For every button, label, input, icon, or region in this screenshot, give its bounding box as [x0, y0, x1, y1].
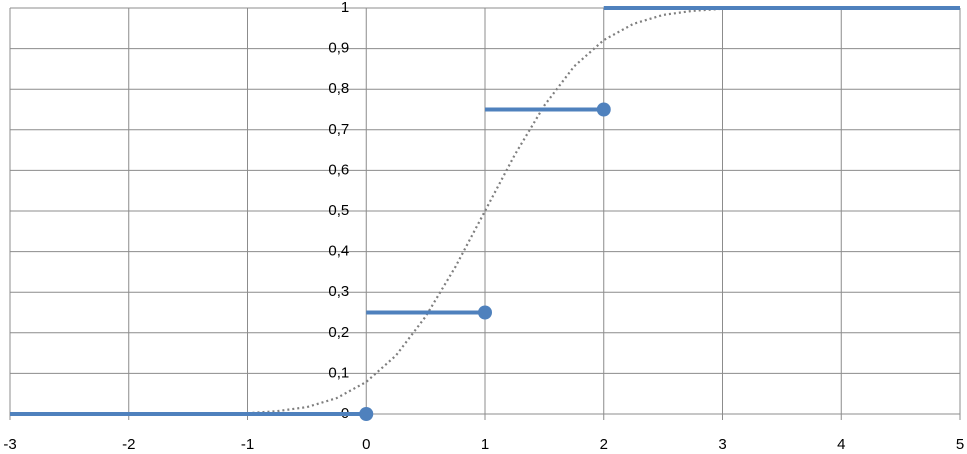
y-tick-label: 0,7: [328, 121, 349, 138]
point: [359, 407, 374, 421]
y-tick-label: 0,1: [328, 364, 349, 381]
y-tick-label: 0,4: [328, 243, 349, 260]
x-tick-label: 4: [837, 436, 845, 453]
x-tick-label: -2: [122, 436, 135, 453]
y-tick-label: 0,3: [328, 283, 349, 300]
x-tick-label: 0: [362, 436, 370, 453]
y-tick-label: 1: [341, 0, 349, 16]
x-tick-label: 1: [481, 436, 489, 453]
y-tick-label: 0,6: [328, 161, 349, 178]
y-tick-label: 0,5: [328, 202, 349, 219]
point: [596, 102, 611, 117]
point: [478, 305, 492, 320]
y-tick-label: 0,8: [328, 80, 349, 97]
y-tick-label: 0,9: [328, 40, 349, 57]
x-tick-label: 2: [600, 436, 608, 453]
x-tick-label: -1: [241, 436, 254, 453]
x-tick-label: 3: [718, 436, 726, 453]
curve: [247, 7, 723, 415]
x-tick-label: -3: [3, 436, 16, 453]
x-tick-label: 5: [956, 436, 964, 453]
y-tick-label: 0,2: [328, 324, 349, 341]
